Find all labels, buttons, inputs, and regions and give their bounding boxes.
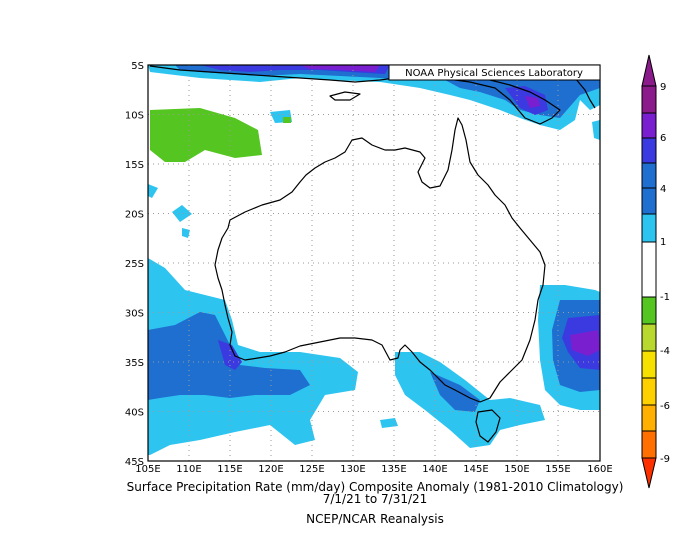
colorbar-segment xyxy=(641,162,657,189)
lat-lon-grid xyxy=(148,65,600,461)
colorbar-segment xyxy=(641,137,657,164)
lon-tick-label: 115E xyxy=(217,464,242,475)
colorbar-label: -4 xyxy=(660,346,670,357)
colorbar-segment xyxy=(641,350,657,379)
lon-tick-label: 135E xyxy=(381,464,406,475)
colorbar-bottom-triangle xyxy=(641,457,657,489)
anomaly-region-dry-spot xyxy=(283,117,291,123)
lon-tick-label: 110E xyxy=(176,464,201,475)
anomaly-region-northeast-max xyxy=(525,96,540,108)
lon-tick-label: 140E xyxy=(422,464,447,475)
colorbar-label: 1 xyxy=(660,237,666,248)
anomaly-region-west-spot-2 xyxy=(172,205,192,222)
lat-axis: 5S 10S 15S 20S 25S 30S 35S 40S 45S xyxy=(125,61,144,468)
anomaly-region-east-edge xyxy=(592,120,600,140)
anomaly-region-west-spot-1 xyxy=(148,184,158,198)
lat-tick-label: 40S xyxy=(125,408,144,419)
colorbar-label: -6 xyxy=(660,401,670,412)
lon-tick-label: 125E xyxy=(299,464,324,475)
lat-tick-label: 5S xyxy=(131,61,144,72)
lat-tick-label: 10S xyxy=(125,111,144,122)
credit-text: NOAA Physical Sciences Laboratory xyxy=(405,68,583,79)
colorbar-segment xyxy=(641,296,657,325)
anomaly-region-west-spot-3 xyxy=(182,228,190,238)
lon-axis: 105E 110E 115E 120E 125E 130E 135E 140E … xyxy=(135,464,612,475)
lat-tick-label: 20S xyxy=(125,210,144,221)
colorbar-segment xyxy=(641,404,657,432)
colorbar-label: -1 xyxy=(660,292,670,303)
colorbar-segment xyxy=(641,112,657,139)
colorbar-label: 9 xyxy=(660,82,666,93)
anomaly-region-dry-northwest xyxy=(150,108,262,162)
colorbar-labels: 9 6 4 1 -1 -4 -6 -9 xyxy=(660,82,670,465)
colorbar xyxy=(641,54,657,489)
caption-title: Surface Precipitation Rate (mm/day) Comp… xyxy=(126,480,624,494)
credit-box xyxy=(388,64,601,81)
anomaly-region-southwest-light xyxy=(148,258,358,455)
lat-tick-label: 25S xyxy=(125,259,144,270)
colorbar-segment xyxy=(641,430,657,459)
lat-tick-label: 35S xyxy=(125,358,144,369)
lon-tick-label: 120E xyxy=(258,464,283,475)
anomaly-region-south-spot xyxy=(380,418,398,428)
colorbar-label: 4 xyxy=(660,184,666,195)
lat-tick-label: 15S xyxy=(125,160,144,171)
lat-tick-label: 30S xyxy=(125,309,144,320)
anomaly-region-northeast-strong xyxy=(505,86,548,115)
plot-frame xyxy=(147,64,601,462)
colorbar-label: 6 xyxy=(660,133,666,144)
indonesia-coastline xyxy=(149,65,396,83)
colorbar-segment xyxy=(641,85,657,114)
anomaly-region-east-max xyxy=(570,330,600,356)
lon-tick-label: 145E xyxy=(463,464,488,475)
lat-tick-label: 45S xyxy=(125,457,144,468)
colorbar-label: -9 xyxy=(660,454,670,465)
colorbar-top-triangle xyxy=(641,54,657,87)
caption-source: NCEP/NCAR Reanalysis xyxy=(306,512,444,526)
caption-date-range: 7/1/21 to 7/31/21 xyxy=(322,492,428,506)
anomaly-region-north-max xyxy=(300,65,380,72)
australia-coastline xyxy=(214,117,546,403)
lon-tick-label: 150E xyxy=(504,464,529,475)
colorbar-segment xyxy=(641,241,657,298)
lon-tick-label: 130E xyxy=(340,464,365,475)
lon-tick-label: 105E xyxy=(135,464,160,475)
lon-tick-label: 160E xyxy=(587,464,612,475)
tasmania-coastline xyxy=(475,409,501,443)
lon-tick-label: 155E xyxy=(545,464,570,475)
colorbar-segment xyxy=(641,323,657,352)
timor-coastline xyxy=(329,91,361,101)
colorbar-segment xyxy=(641,377,657,406)
colorbar-segment xyxy=(641,213,657,243)
